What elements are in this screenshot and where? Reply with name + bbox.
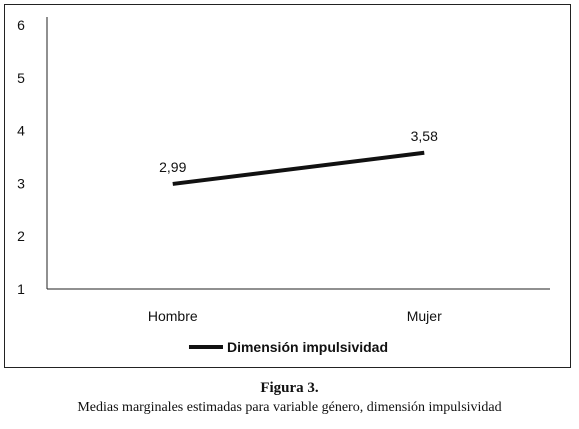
y-tick-label: 3 bbox=[17, 175, 25, 191]
caption-text: Medias marginales estimadas para variabl… bbox=[77, 400, 502, 415]
x-tick-label: Mujer bbox=[407, 308, 442, 324]
x-tick-label: Hombre bbox=[148, 308, 198, 324]
data-label: 3,58 bbox=[411, 128, 438, 144]
chart-plot: 1 2 3 4 5 6 Hombre Mujer 2,99 3,58 Dimensión impul… bbox=[17, 17, 550, 355]
y-tick-label: 6 bbox=[17, 17, 25, 33]
figure-caption: Figura 3. Medias marginales estimadas pa… bbox=[0, 378, 579, 418]
y-tick-label: 5 bbox=[17, 70, 25, 86]
y-tick-label: 2 bbox=[17, 228, 25, 244]
data-label: 2,99 bbox=[159, 159, 186, 175]
series-line bbox=[172, 150, 425, 186]
legend-label: Dimensión impulsividad bbox=[227, 339, 388, 355]
chart-frame: 1 2 3 4 5 6 Hombre Mujer 2,99 3,58 Dimensión impul… bbox=[4, 4, 571, 368]
caption-title: Figura 3. bbox=[260, 380, 319, 396]
y-tick-label: 4 bbox=[17, 123, 25, 139]
y-tick-label: 1 bbox=[17, 281, 25, 297]
